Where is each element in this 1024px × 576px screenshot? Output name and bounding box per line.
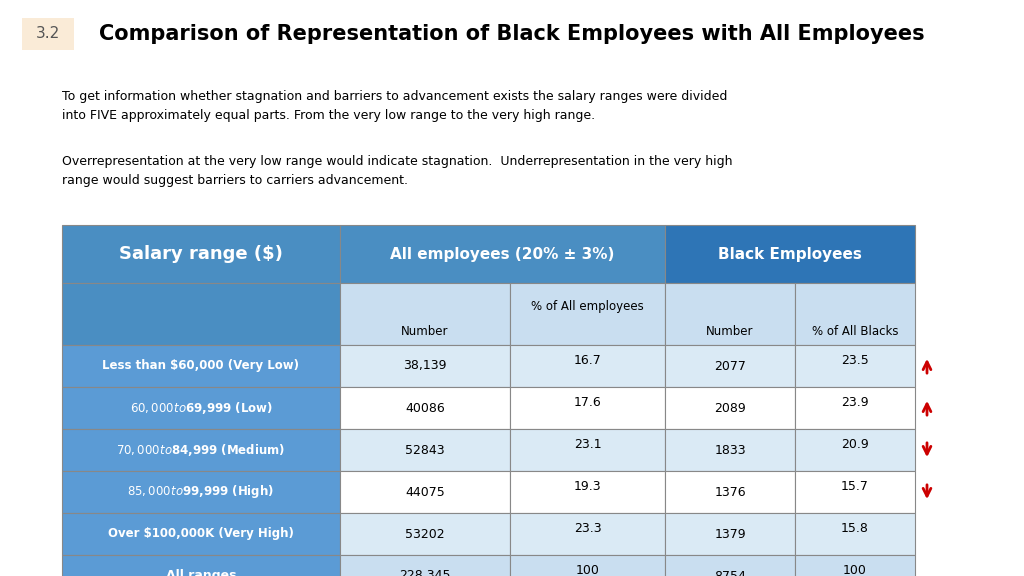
Text: Black Employees: Black Employees	[718, 247, 862, 262]
Text: Comparison of Representation of Black Employees with All Employees: Comparison of Representation of Black Em…	[99, 24, 925, 44]
Bar	[665, 387, 795, 429]
Bar	[665, 345, 795, 387]
Bar	[795, 513, 915, 555]
Bar	[795, 387, 915, 429]
Bar	[795, 471, 915, 513]
Text: % of All employees: % of All employees	[531, 300, 644, 313]
Text: 23.9: 23.9	[841, 396, 868, 410]
Bar	[22, 18, 74, 50]
Text: 15.8: 15.8	[841, 522, 869, 536]
Bar	[510, 345, 665, 387]
Bar	[62, 283, 340, 345]
Text: 15.7: 15.7	[841, 480, 869, 494]
Text: Overrepresentation at the very low range would indicate stagnation.  Underrepres: Overrepresentation at the very low range…	[62, 155, 732, 187]
Bar	[340, 225, 665, 283]
Bar	[510, 513, 665, 555]
Text: 2089: 2089	[714, 401, 745, 415]
Bar	[62, 225, 340, 283]
Text: 44075: 44075	[406, 486, 444, 498]
Text: 1379: 1379	[714, 528, 745, 540]
Text: 2077: 2077	[714, 359, 745, 373]
Text: 23.3: 23.3	[573, 522, 601, 536]
Text: Salary range ($): Salary range ($)	[119, 245, 283, 263]
Text: 1833: 1833	[714, 444, 745, 457]
Text: Less than $60,000 (Very Low): Less than $60,000 (Very Low)	[102, 359, 299, 373]
Text: 23.1: 23.1	[573, 438, 601, 452]
Bar	[510, 471, 665, 513]
Bar	[340, 513, 510, 555]
Text: 100: 100	[843, 564, 867, 576]
Text: Over $100,000K (Very High): Over $100,000K (Very High)	[109, 528, 294, 540]
Bar	[340, 387, 510, 429]
Bar	[665, 429, 795, 471]
Bar	[795, 283, 915, 345]
Bar	[62, 387, 340, 429]
Text: All employees (20% ± 3%): All employees (20% ± 3%)	[390, 247, 614, 262]
Text: 23.5: 23.5	[841, 354, 869, 367]
Bar	[510, 387, 665, 429]
Text: 17.6: 17.6	[573, 396, 601, 410]
Bar	[340, 429, 510, 471]
Bar	[62, 429, 340, 471]
Text: 19.3: 19.3	[573, 480, 601, 494]
Bar	[665, 513, 795, 555]
Bar	[665, 471, 795, 513]
Bar	[795, 555, 915, 576]
Bar	[340, 555, 510, 576]
Text: 52843: 52843	[406, 444, 444, 457]
Bar	[62, 513, 340, 555]
Text: All ranges: All ranges	[166, 570, 237, 576]
Bar	[510, 283, 665, 345]
Text: 3.2: 3.2	[36, 26, 60, 41]
Bar	[510, 555, 665, 576]
Bar	[665, 555, 795, 576]
Text: Number: Number	[707, 325, 754, 338]
Text: 1376: 1376	[714, 486, 745, 498]
Text: % of All Blacks: % of All Blacks	[812, 325, 898, 338]
Text: 40086: 40086	[406, 401, 444, 415]
Bar	[340, 283, 510, 345]
Bar	[62, 555, 340, 576]
Text: 53202: 53202	[406, 528, 444, 540]
Text: 8754: 8754	[714, 570, 745, 576]
Text: 16.7: 16.7	[573, 354, 601, 367]
Text: $85,000 to $99,999 (High): $85,000 to $99,999 (High)	[128, 483, 274, 501]
Bar	[665, 283, 795, 345]
Bar	[510, 429, 665, 471]
Bar	[340, 471, 510, 513]
Bar	[62, 345, 340, 387]
Text: $60,000 to $69,999 (Low): $60,000 to $69,999 (Low)	[130, 400, 272, 416]
Text: $70,000 to $84,999 (Medium): $70,000 to $84,999 (Medium)	[117, 442, 286, 458]
Bar	[665, 225, 915, 283]
Bar	[795, 429, 915, 471]
Bar	[62, 471, 340, 513]
Bar	[795, 345, 915, 387]
Text: To get information whether stagnation and barriers to advancement exists the sal: To get information whether stagnation an…	[62, 90, 727, 122]
Text: 228,345: 228,345	[399, 570, 451, 576]
Bar	[340, 345, 510, 387]
Text: 38,139: 38,139	[403, 359, 446, 373]
Text: 100: 100	[575, 564, 599, 576]
Text: 20.9: 20.9	[841, 438, 869, 452]
Text: Number: Number	[401, 325, 449, 338]
